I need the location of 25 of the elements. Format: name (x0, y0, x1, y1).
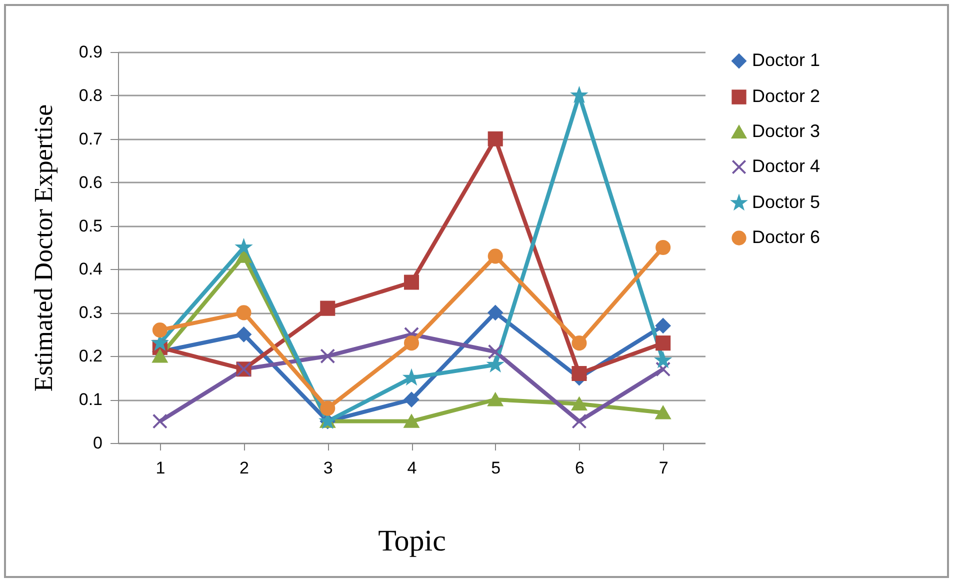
x-tick-label: 5 (491, 458, 501, 478)
x-axis-title: Topic (378, 524, 446, 558)
x-tick-label: 4 (407, 458, 417, 478)
x-tick-label: 6 (574, 458, 584, 478)
y-tick-label: 0.5 (78, 216, 102, 236)
y-tick-label: 0.6 (78, 172, 102, 192)
y-axis-title: Estimated Doctor Expertise (28, 104, 58, 392)
x-tick-label: 3 (323, 458, 333, 478)
x-tick-label: 1 (156, 458, 166, 478)
legend-label: Doctor 6 (752, 227, 820, 247)
y-tick-label: 0.4 (78, 260, 102, 279)
x-tick-label: 2 (240, 458, 250, 478)
y-tick-label: 0.7 (78, 129, 102, 148)
legend-label: Doctor 1 (752, 50, 820, 70)
y-tick-label: 0 (93, 434, 102, 452)
y-tick-label: 0.2 (78, 346, 102, 366)
x-tick-label: 7 (658, 458, 668, 478)
y-tick-label: 0.9 (78, 42, 102, 62)
legend-label: Doctor 5 (752, 192, 820, 212)
y-tick-label: 0.1 (78, 390, 102, 410)
legend-label: Doctor 2 (752, 86, 820, 106)
y-tick-label: 0.3 (78, 303, 102, 322)
y-tick-label: 0.8 (78, 86, 102, 105)
legend-label: Doctor 4 (752, 156, 820, 176)
legend-label: Doctor 3 (752, 121, 820, 141)
